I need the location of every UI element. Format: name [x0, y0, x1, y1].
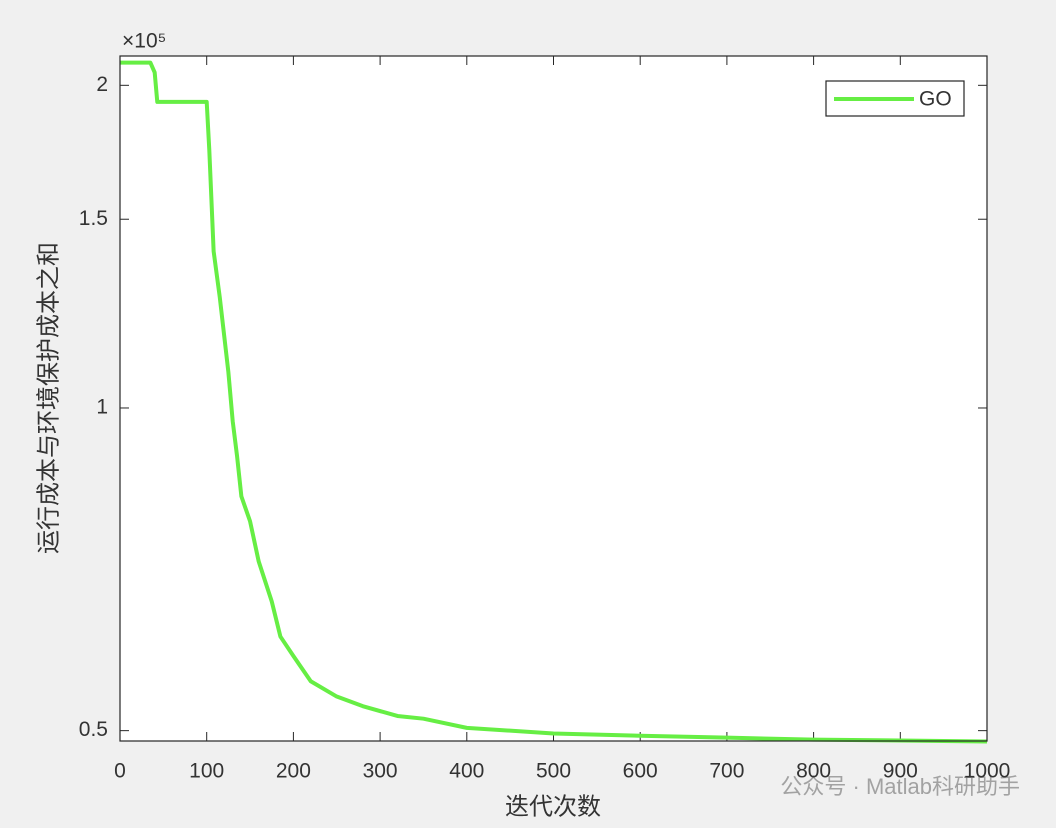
plot-area — [120, 56, 987, 741]
x-tick-label: 700 — [709, 760, 744, 783]
x-tick-label: 200 — [276, 760, 311, 783]
x-tick-label: 0 — [114, 760, 126, 783]
data-line — [120, 60, 988, 744]
x-tick-label: 900 — [883, 760, 918, 783]
x-axis-label: 迭代次数 — [505, 793, 601, 820]
y-scale-label: ×10⁵ — [122, 30, 166, 53]
y-tick-label: 1.5 — [79, 207, 108, 230]
watermark: 公众号 · Matlab科研助手 — [780, 774, 1020, 799]
axes-box — [119, 55, 988, 742]
x-tick-label: 500 — [536, 760, 571, 783]
x-tick-label: 800 — [796, 760, 831, 783]
x-tick-label: 1000 — [964, 760, 1011, 783]
y-tick-label: 2 — [96, 73, 108, 96]
x-tick-label: 400 — [449, 760, 484, 783]
y-tick-label: 0.5 — [79, 718, 108, 741]
y-tick-label: 1 — [96, 396, 108, 419]
x-tick-label: 600 — [623, 760, 658, 783]
x-tick-label: 100 — [189, 760, 224, 783]
x-tick-label: 300 — [363, 760, 398, 783]
legend-label: GO — [919, 88, 952, 111]
y-axis-label: 运行成本与环境保护成本之和 — [35, 242, 62, 554]
